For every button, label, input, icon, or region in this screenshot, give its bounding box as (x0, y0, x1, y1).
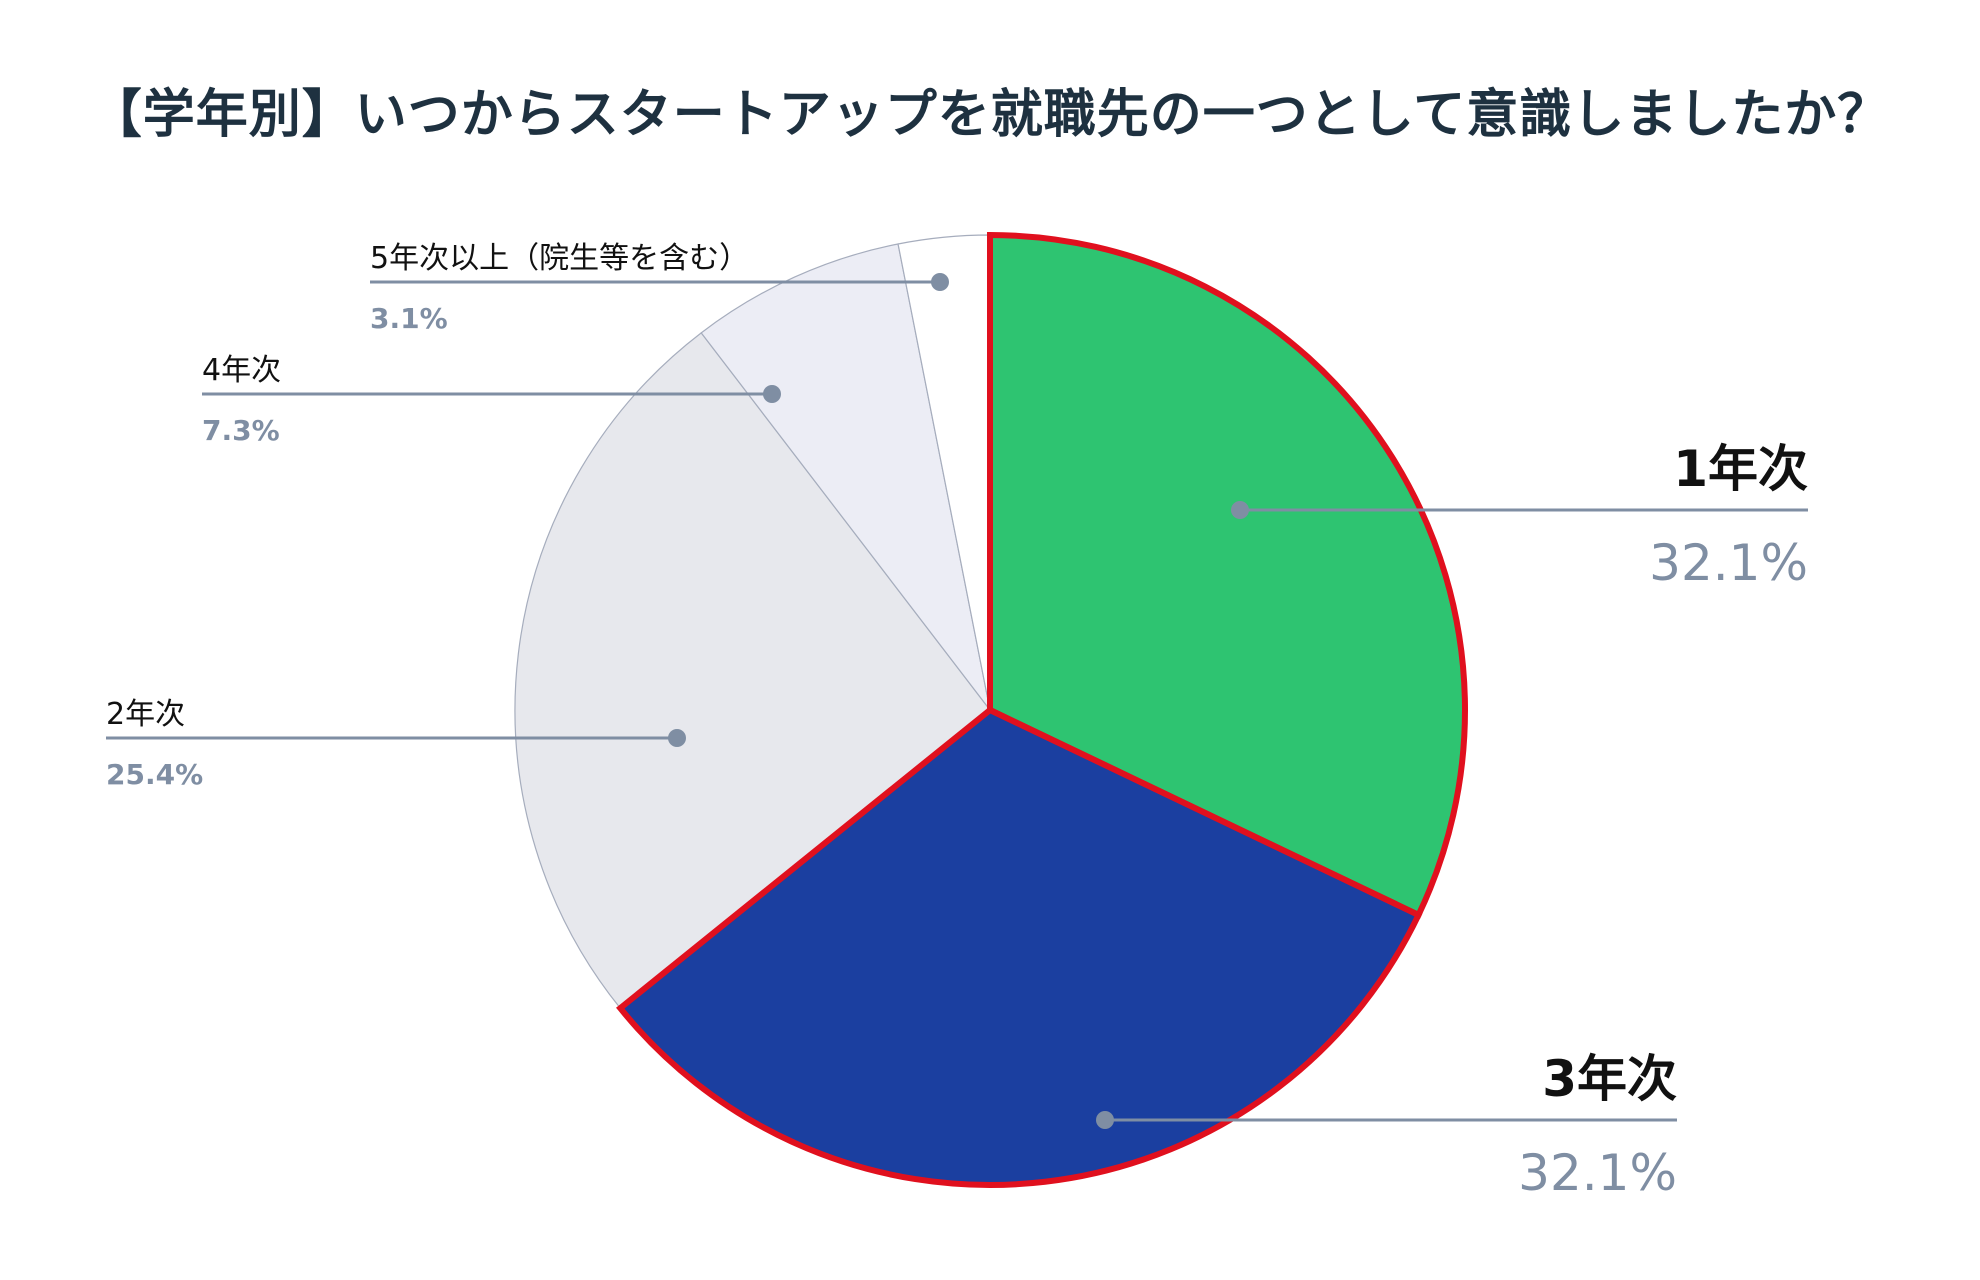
chart-title: 【学年別】いつからスタートアップを就職先の一つとして意識しましたか？ (89, 85, 1891, 145)
leader-dot-1 (1231, 501, 1249, 519)
slice-value-label-3: 25.4% (106, 758, 203, 791)
slice-value-label-2: 32.1% (1518, 1144, 1677, 1202)
slice-label-5: 5年次以上（院生等を含む） (370, 241, 749, 276)
pie-slice-4 (700, 243, 991, 711)
leader-dot-3 (668, 729, 686, 747)
pie-slice-1-highlight (987, 231, 1468, 919)
slice-label-4: 4年次 (202, 353, 281, 388)
leader-dot-2 (1096, 1111, 1114, 1129)
slice-value-label-5: 3.1% (370, 302, 448, 335)
slice-label-1: 1年次 (1673, 440, 1808, 498)
leader-dot-5 (931, 273, 949, 291)
slice-label-2: 3年次 (1542, 1050, 1677, 1108)
slice-label-3: 2年次 (106, 697, 185, 732)
slice-value-label-4: 7.3% (202, 414, 280, 447)
slice-value-label-1: 32.1% (1649, 534, 1808, 592)
pie-slice-2-highlight (616, 706, 1423, 1188)
leader-dot-4 (763, 385, 781, 403)
pie-slice-3 (514, 332, 991, 1009)
